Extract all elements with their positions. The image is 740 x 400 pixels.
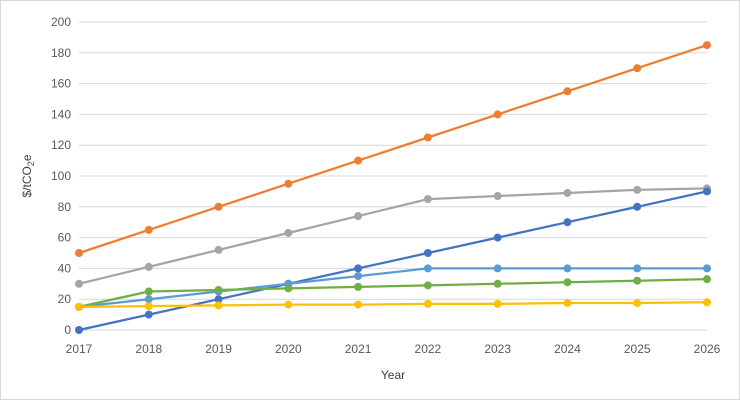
- data-point: [144, 225, 153, 234]
- data-point: [423, 281, 432, 290]
- series-line: [78, 278, 708, 308]
- data-point: [633, 202, 642, 211]
- data-point: [214, 285, 223, 294]
- data-point: [284, 228, 293, 237]
- data-point: [144, 310, 153, 319]
- series-group: [75, 41, 711, 334]
- y-axis-title-suffix: e: [20, 154, 34, 161]
- data-point: [633, 264, 642, 273]
- x-tick-label: 2023: [484, 342, 511, 356]
- y-tick-label: 120: [51, 138, 71, 152]
- data-point: [423, 264, 432, 273]
- data-point: [144, 287, 153, 296]
- x-tick-label: 2025: [624, 342, 651, 356]
- data-point: [633, 299, 642, 308]
- data-point: [703, 298, 711, 307]
- data-point: [703, 275, 711, 284]
- data-point: [633, 64, 642, 73]
- x-tick-label: 2024: [554, 342, 581, 356]
- data-point: [144, 302, 153, 311]
- x-tick-label: 2022: [415, 342, 442, 356]
- x-tick-label: 2026: [694, 342, 721, 356]
- data-point: [703, 187, 711, 196]
- data-point: [75, 249, 83, 257]
- data-point: [423, 195, 432, 204]
- data-point: [354, 212, 363, 221]
- data-point: [75, 302, 83, 311]
- data-point: [354, 282, 363, 291]
- x-axis-title: Year: [381, 368, 405, 382]
- y-tick-label: 200: [51, 15, 71, 29]
- data-point: [144, 262, 153, 271]
- x-tick-label: 2017: [66, 342, 93, 356]
- y-tick-label: 100: [51, 169, 71, 183]
- data-point: [423, 249, 432, 257]
- y-tick-label: 60: [58, 231, 72, 245]
- data-point: [284, 179, 293, 188]
- data-point: [354, 264, 363, 273]
- series-line: [78, 187, 708, 285]
- data-point: [703, 264, 711, 273]
- y-tick-label: 80: [58, 200, 72, 214]
- data-point: [633, 276, 642, 285]
- data-point: [563, 218, 572, 227]
- y-axis-title-subscript: 2: [26, 161, 36, 166]
- series-line: [78, 44, 708, 255]
- x-tick-label: 2020: [275, 342, 302, 356]
- y-tick-label: 40: [58, 261, 72, 275]
- x-axis-ticks: 2017 2018 2019 2020 2021 2022 2023 2024 2025 2026: [66, 342, 721, 356]
- data-point: [493, 264, 502, 273]
- data-point: [423, 299, 432, 308]
- data-point: [75, 326, 83, 334]
- y-tick-label: 160: [51, 77, 71, 91]
- data-point: [563, 299, 572, 308]
- data-point: [423, 133, 432, 142]
- y-axis-ticks: 0 20 40 60 80 100 120 140 160 180 200: [51, 15, 71, 337]
- data-point: [493, 192, 502, 201]
- data-point: [75, 279, 83, 288]
- x-tick-label: 2018: [135, 342, 162, 356]
- data-point: [284, 300, 293, 309]
- series-line: [78, 190, 708, 332]
- data-point: [144, 295, 153, 304]
- data-point: [703, 41, 711, 50]
- data-point: [493, 110, 502, 119]
- x-tick-label: 2019: [205, 342, 232, 356]
- y-tick-label: 20: [58, 292, 72, 306]
- data-point: [354, 300, 363, 309]
- y-axis-title: $/tCO2e: [20, 154, 36, 197]
- data-point: [214, 202, 223, 211]
- x-tick-label: 2021: [345, 342, 372, 356]
- y-tick-label: 0: [64, 323, 71, 337]
- gridlines: [79, 21, 707, 331]
- data-point: [633, 185, 642, 194]
- y-tick-label: 180: [51, 46, 71, 60]
- data-point: [563, 87, 572, 96]
- data-point: [563, 188, 572, 197]
- data-point: [354, 156, 363, 165]
- data-point: [493, 233, 502, 242]
- data-point: [214, 245, 223, 254]
- data-point: [493, 279, 502, 288]
- data-point: [214, 301, 223, 310]
- data-point: [493, 299, 502, 308]
- data-point: [214, 295, 223, 304]
- data-point: [563, 278, 572, 287]
- data-point: [563, 264, 572, 273]
- data-point: [354, 272, 363, 281]
- y-tick-label: 140: [51, 107, 71, 121]
- data-point: [284, 284, 293, 293]
- series-line: [78, 267, 707, 309]
- series-line: [78, 301, 708, 309]
- y-axis-title-main: $/tCO: [20, 166, 34, 197]
